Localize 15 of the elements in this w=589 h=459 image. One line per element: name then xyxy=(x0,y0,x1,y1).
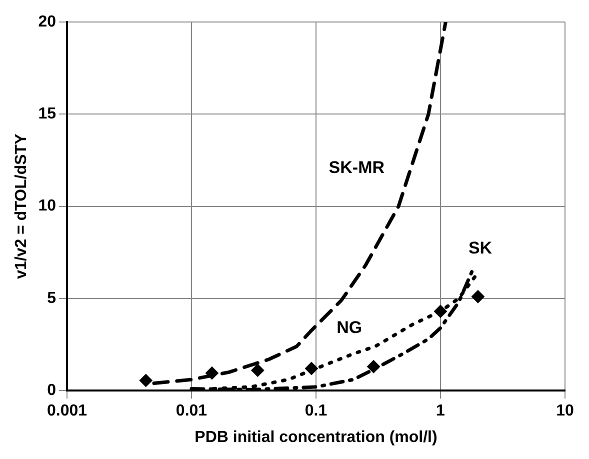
y-tick-label: 0 xyxy=(47,382,56,400)
series-label: SK-MR xyxy=(328,158,385,177)
x-tick-label: 0.001 xyxy=(46,402,88,420)
x-tick-label: 0.01 xyxy=(176,402,208,420)
y-tick-label: 10 xyxy=(38,198,56,215)
x-axis-title: PDB initial concentration (mol/l) xyxy=(194,428,438,446)
x-tick-label: 10 xyxy=(556,402,574,420)
x-tick-label: 1 xyxy=(436,402,446,420)
y-tick-label: 5 xyxy=(47,290,56,307)
y-axis-title: v1/v2 = dTOL/dSTY xyxy=(13,133,30,279)
x-tick-label: 0.1 xyxy=(304,402,328,420)
y-tick-label: 20 xyxy=(38,13,56,30)
y-tick-label: 15 xyxy=(38,106,56,123)
series-label: NG xyxy=(336,318,362,338)
series-label: SK xyxy=(468,238,493,258)
